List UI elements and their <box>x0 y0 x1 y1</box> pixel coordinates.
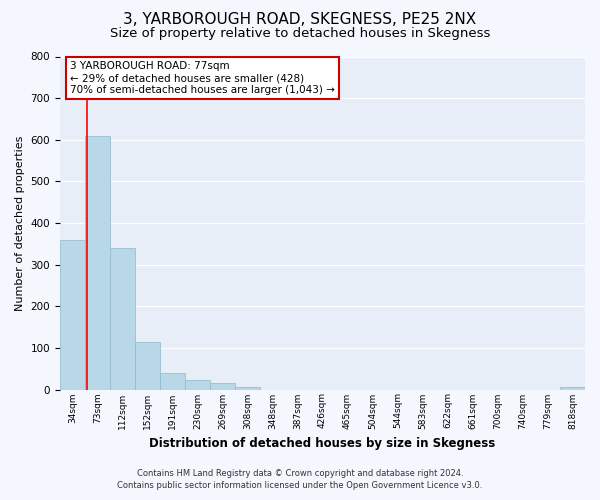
Text: 3, YARBOROUGH ROAD, SKEGNESS, PE25 2NX: 3, YARBOROUGH ROAD, SKEGNESS, PE25 2NX <box>124 12 476 28</box>
Y-axis label: Number of detached properties: Number of detached properties <box>15 136 25 310</box>
Text: Contains public sector information licensed under the Open Government Licence v3: Contains public sector information licen… <box>118 481 482 490</box>
Bar <box>210 384 235 390</box>
Text: 3 YARBOROUGH ROAD: 77sqm
← 29% of detached houses are smaller (428)
70% of semi-: 3 YARBOROUGH ROAD: 77sqm ← 29% of detach… <box>70 62 335 94</box>
Bar <box>185 380 210 390</box>
Bar <box>85 136 110 390</box>
Text: Size of property relative to detached houses in Skegness: Size of property relative to detached ho… <box>110 28 490 40</box>
Bar <box>110 248 135 390</box>
Bar <box>160 373 185 390</box>
Bar <box>60 240 85 390</box>
Text: Contains HM Land Registry data © Crown copyright and database right 2024.: Contains HM Land Registry data © Crown c… <box>137 468 463 477</box>
X-axis label: Distribution of detached houses by size in Skegness: Distribution of detached houses by size … <box>149 437 496 450</box>
Bar <box>135 342 160 390</box>
Bar <box>560 388 585 390</box>
Bar <box>235 388 260 390</box>
